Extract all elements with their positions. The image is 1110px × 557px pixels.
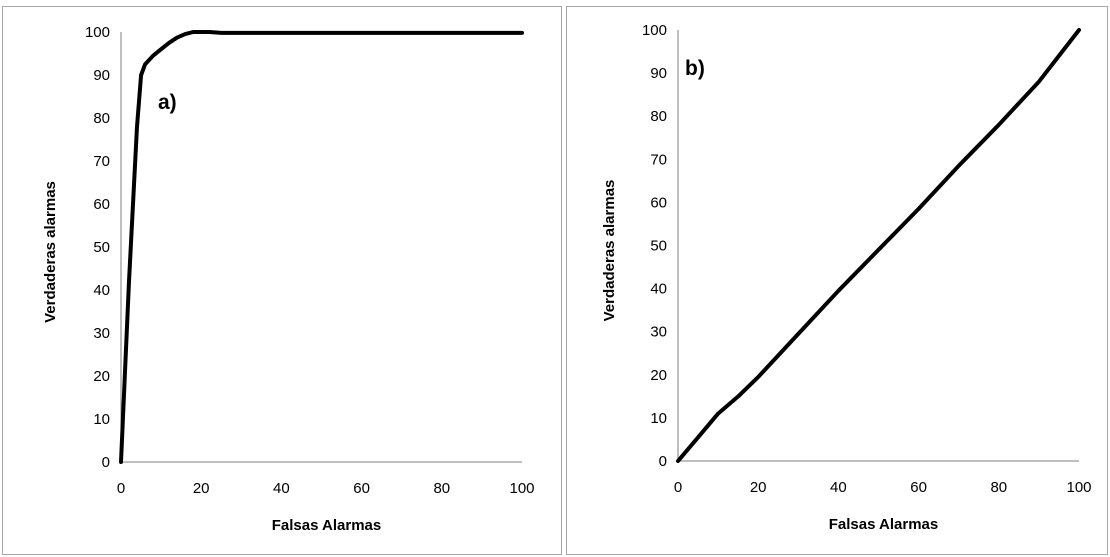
y-tick-label: 60 — [650, 194, 667, 211]
x-axis-title: Falsas Alarmas — [829, 516, 939, 533]
chart-a-svg: 0 10 20 30 40 50 60 70 80 90 100 0 20 40 60 80 100 Falsas… — [42, 24, 535, 534]
y-tick-label: 20 — [650, 367, 667, 384]
x-tick-label: 20 — [193, 480, 210, 497]
panel-label: a) — [158, 91, 177, 114]
series-line — [119, 30, 524, 464]
y-tick-label: 90 — [93, 67, 110, 84]
chart-b-svg: 0 10 20 30 40 50 60 70 80 90 100 0 20 40 60 80 100 Falsas… — [601, 22, 1092, 533]
x-tick-label: 60 — [910, 479, 927, 496]
y-tick-label: 50 — [650, 238, 667, 255]
x-tick-label: 60 — [353, 480, 370, 497]
y-tick-label: 40 — [650, 281, 667, 298]
y-tick-label: 10 — [650, 410, 667, 427]
y-tick-label: 90 — [650, 65, 667, 82]
x-tick-label: 80 — [433, 480, 450, 497]
y-tick-label: 10 — [93, 411, 110, 428]
y-tick-label: 70 — [93, 153, 110, 170]
y-tick-label: 30 — [93, 325, 110, 342]
x-tick-label: 0 — [117, 480, 125, 497]
panel-label: b) — [685, 57, 705, 80]
chart-panel-b: 0 10 20 30 40 50 60 70 80 90 100 0 20 40 60 80 100 Falsas… — [566, 6, 1108, 555]
y-tick-label: 100 — [642, 22, 667, 39]
y-tick-label: 20 — [93, 368, 110, 385]
x-tick-label: 40 — [830, 479, 847, 496]
x-tick-label: 80 — [990, 479, 1007, 496]
chart-panel-a: 0 10 20 30 40 50 60 70 80 90 100 0 20 40 60 80 100 Falsas… — [2, 6, 562, 555]
y-tick-label: 0 — [102, 454, 110, 471]
y-tick-label: 80 — [93, 110, 110, 127]
y-tick-label: 30 — [650, 324, 667, 341]
x-tick-label: 20 — [750, 479, 767, 496]
x-axis-title: Falsas Alarmas — [272, 517, 382, 534]
x-tick-label: 0 — [674, 479, 682, 496]
y-axis-title: Verdaderas alarmas — [601, 180, 618, 322]
y-tick-label: 70 — [650, 151, 667, 168]
series-line — [676, 28, 1081, 463]
y-tick-label: 50 — [93, 239, 110, 256]
y-tick-label: 0 — [659, 453, 667, 470]
y-tick-label: 80 — [650, 108, 667, 125]
x-tick-label: 100 — [509, 480, 534, 497]
y-tick-label: 100 — [85, 24, 110, 41]
x-tick-label: 100 — [1066, 479, 1091, 496]
y-tick-label: 40 — [93, 282, 110, 299]
x-tick-label: 40 — [273, 480, 290, 497]
y-tick-label: 60 — [93, 196, 110, 213]
y-axis-title: Verdaderas alarmas — [42, 181, 59, 323]
